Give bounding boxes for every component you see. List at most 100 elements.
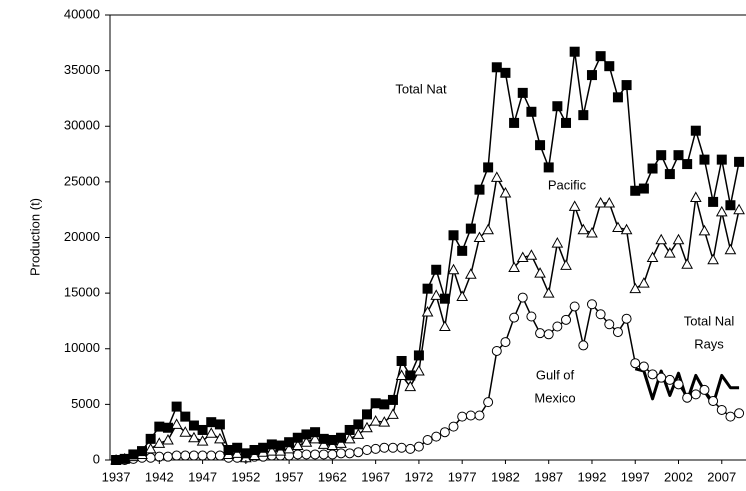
point bbox=[197, 450, 208, 461]
point bbox=[561, 117, 572, 128]
point bbox=[266, 439, 277, 450]
point bbox=[638, 277, 650, 288]
point bbox=[535, 140, 546, 151]
point bbox=[682, 392, 693, 403]
point bbox=[421, 306, 434, 317]
point bbox=[465, 223, 476, 234]
point bbox=[561, 314, 572, 325]
point bbox=[404, 380, 417, 392]
point bbox=[699, 154, 710, 165]
annotation: Pacific bbox=[548, 177, 587, 192]
point bbox=[699, 384, 710, 395]
point bbox=[196, 435, 209, 446]
y-tick-label: 25000 bbox=[64, 173, 100, 188]
point bbox=[621, 80, 632, 91]
point bbox=[552, 321, 563, 332]
point bbox=[379, 399, 390, 410]
point bbox=[353, 419, 364, 430]
point bbox=[586, 227, 598, 238]
point bbox=[128, 449, 139, 460]
annotation: Mexico bbox=[534, 390, 575, 405]
x-tick-label: 1967 bbox=[361, 469, 390, 484]
point bbox=[491, 345, 502, 356]
y-tick-label: 30000 bbox=[64, 118, 100, 133]
point bbox=[499, 186, 512, 198]
point bbox=[673, 379, 684, 390]
y-axis-label: Production (t) bbox=[27, 198, 42, 276]
point bbox=[301, 429, 312, 440]
point bbox=[370, 443, 381, 454]
point bbox=[577, 223, 590, 235]
point bbox=[214, 432, 226, 444]
point bbox=[370, 398, 381, 409]
point bbox=[457, 245, 468, 256]
point bbox=[525, 249, 538, 260]
point bbox=[457, 411, 468, 422]
point bbox=[413, 350, 424, 361]
point bbox=[516, 251, 529, 263]
point bbox=[317, 438, 330, 449]
point bbox=[379, 442, 390, 453]
point bbox=[508, 261, 520, 273]
annotation: Gulf of bbox=[536, 367, 575, 382]
point bbox=[500, 67, 511, 78]
point bbox=[595, 309, 606, 320]
point bbox=[180, 411, 191, 422]
annotation: Rays bbox=[694, 336, 724, 351]
series-line bbox=[115, 50, 740, 461]
y-tick-label: 20000 bbox=[64, 229, 100, 244]
point bbox=[552, 101, 563, 112]
point bbox=[526, 106, 537, 117]
point bbox=[274, 445, 287, 456]
point bbox=[335, 437, 347, 448]
point bbox=[664, 247, 676, 258]
point bbox=[612, 327, 623, 338]
point bbox=[154, 451, 165, 462]
point bbox=[509, 117, 520, 128]
point bbox=[465, 410, 476, 421]
point bbox=[715, 205, 728, 217]
point bbox=[361, 409, 372, 420]
x-tick-label: 1952 bbox=[231, 469, 260, 484]
point bbox=[291, 439, 304, 451]
point bbox=[543, 329, 554, 340]
x-tick-label: 1982 bbox=[491, 469, 520, 484]
point bbox=[171, 401, 182, 412]
x-tick-label: 1942 bbox=[145, 469, 174, 484]
point bbox=[646, 251, 659, 263]
point bbox=[473, 231, 486, 242]
point bbox=[490, 171, 503, 182]
point bbox=[725, 411, 736, 422]
point bbox=[734, 156, 745, 167]
point bbox=[568, 200, 581, 211]
point bbox=[327, 434, 338, 445]
point bbox=[542, 287, 555, 298]
point bbox=[344, 424, 355, 435]
point bbox=[560, 259, 572, 270]
point bbox=[387, 442, 398, 453]
x-tick-label: 1957 bbox=[275, 469, 304, 484]
point bbox=[343, 432, 356, 444]
point bbox=[474, 184, 485, 195]
point bbox=[594, 196, 607, 208]
y-tick-label: 35000 bbox=[64, 62, 100, 77]
point bbox=[318, 449, 329, 460]
point bbox=[656, 372, 667, 383]
point bbox=[491, 62, 502, 73]
point bbox=[162, 422, 173, 433]
point bbox=[395, 369, 408, 380]
x-tick-label: 1977 bbox=[448, 469, 477, 484]
point bbox=[535, 328, 546, 339]
point bbox=[656, 150, 667, 161]
point bbox=[578, 340, 589, 351]
point bbox=[327, 449, 338, 460]
point bbox=[483, 397, 494, 408]
annotation: Total Nal bbox=[684, 313, 735, 328]
point bbox=[231, 447, 244, 458]
point bbox=[205, 427, 218, 438]
point bbox=[664, 374, 675, 385]
point bbox=[586, 299, 597, 310]
point bbox=[378, 416, 391, 427]
x-tick-label: 1997 bbox=[621, 469, 650, 484]
